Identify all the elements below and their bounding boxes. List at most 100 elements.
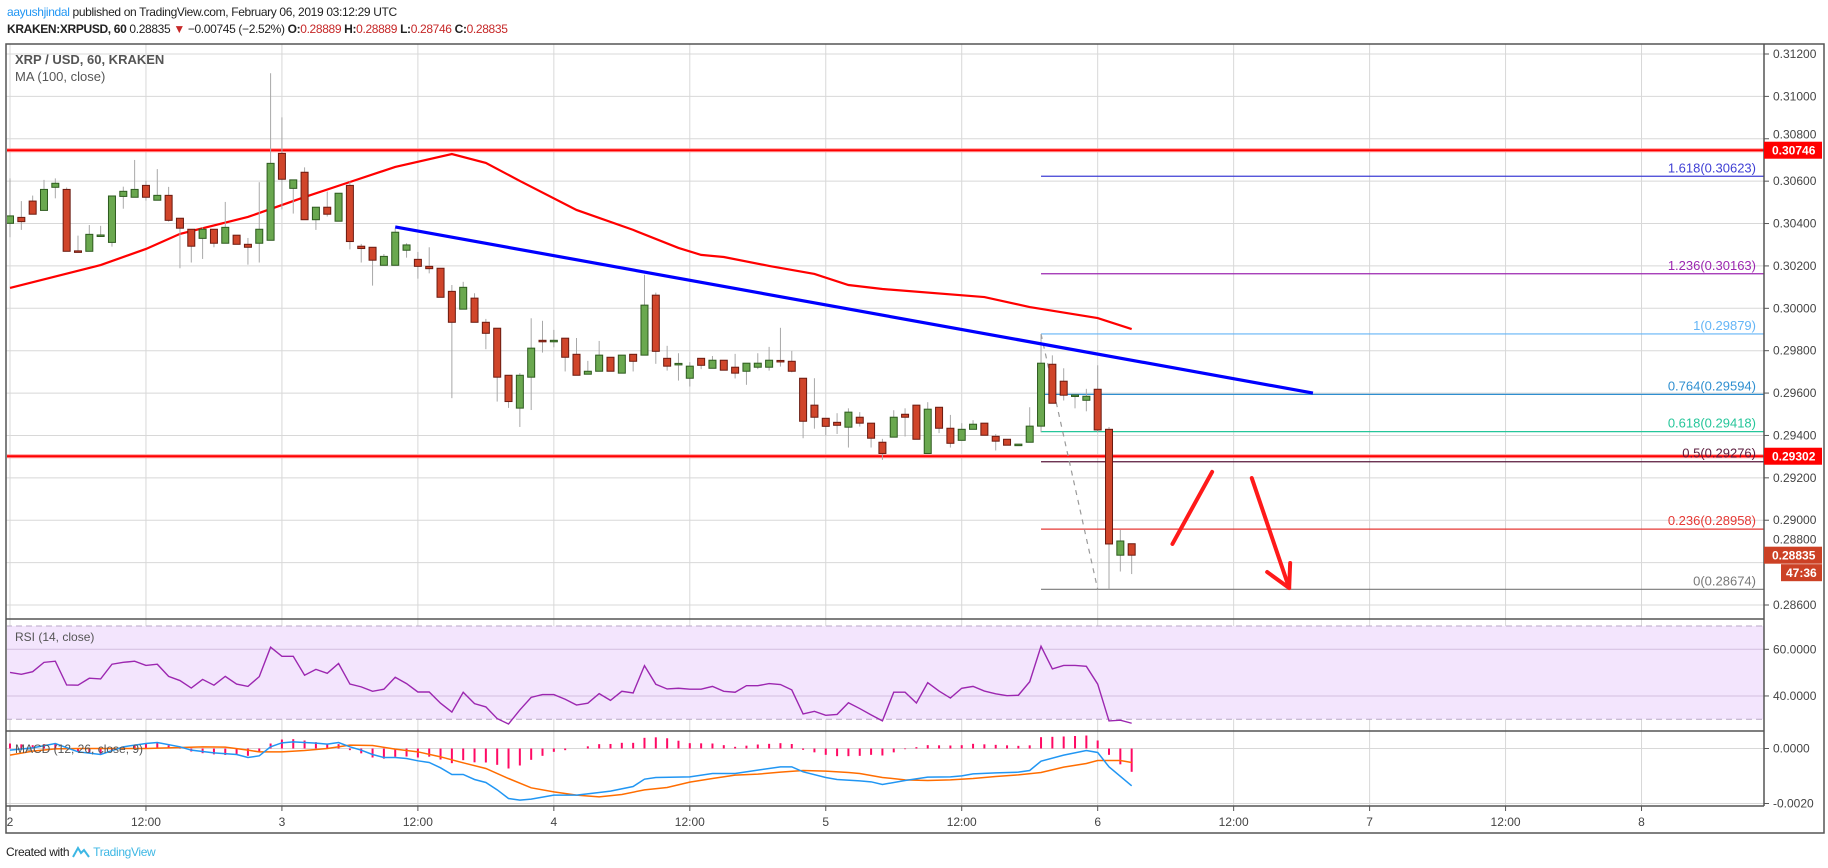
candle-up[interactable] bbox=[1116, 529, 1125, 572]
candle-down[interactable] bbox=[175, 217, 184, 269]
candle-down[interactable] bbox=[912, 404, 921, 440]
candle-down[interactable] bbox=[651, 292, 660, 364]
candle-down[interactable] bbox=[28, 195, 37, 215]
candle-up[interactable] bbox=[379, 254, 388, 266]
candle-down[interactable] bbox=[447, 284, 456, 399]
candle-down[interactable] bbox=[787, 350, 796, 373]
candle-up[interactable] bbox=[549, 329, 558, 348]
candle-up[interactable] bbox=[1014, 443, 1023, 447]
candle-down[interactable] bbox=[470, 293, 479, 323]
candle-down[interactable] bbox=[345, 181, 354, 250]
candle-down[interactable] bbox=[17, 201, 26, 230]
up-move-stroke[interactable] bbox=[1170, 469, 1215, 546]
candle-up[interactable] bbox=[96, 225, 105, 237]
candle-down[interactable] bbox=[62, 187, 71, 252]
candle-down[interactable] bbox=[436, 267, 445, 298]
candle-down[interactable] bbox=[493, 327, 502, 402]
candle-down[interactable] bbox=[481, 318, 490, 350]
candle-up[interactable] bbox=[923, 402, 932, 454]
price-pane[interactable]: 1.618(0.30623) 1.236(0.30163) 1(0.29879) 0.… bbox=[6, 73, 1764, 591]
author-link[interactable]: aayushjindal bbox=[7, 5, 70, 19]
candle-down[interactable] bbox=[1003, 438, 1012, 446]
candle-down[interactable] bbox=[232, 234, 241, 245]
candle-down[interactable] bbox=[323, 191, 332, 217]
candle-up[interactable] bbox=[674, 353, 683, 381]
candle-up[interactable] bbox=[51, 178, 60, 199]
candle-up[interactable] bbox=[742, 362, 751, 385]
candle-up[interactable] bbox=[1082, 388, 1091, 412]
candle-up[interactable] bbox=[844, 408, 853, 448]
candle-down[interactable] bbox=[300, 167, 309, 221]
candle-down[interactable] bbox=[833, 413, 842, 434]
candle-down[interactable] bbox=[1093, 365, 1102, 433]
candle-down[interactable] bbox=[810, 378, 819, 429]
candle-down[interactable] bbox=[663, 345, 672, 371]
candle-down[interactable] bbox=[368, 246, 377, 286]
tradingview-logo-icon[interactable] bbox=[72, 845, 90, 859]
candle-up[interactable] bbox=[1071, 394, 1080, 409]
candle-up[interactable] bbox=[221, 201, 230, 244]
candle-down[interactable] bbox=[357, 243, 366, 263]
candle-down[interactable] bbox=[980, 422, 989, 436]
candle-down[interactable] bbox=[991, 434, 1000, 451]
candle-up[interactable] bbox=[583, 360, 592, 375]
candle-up[interactable] bbox=[107, 195, 116, 247]
candle-down[interactable] bbox=[1105, 426, 1114, 590]
macd-pane[interactable] bbox=[9, 735, 1133, 801]
candle-up[interactable] bbox=[311, 206, 320, 230]
candle-up[interactable] bbox=[7, 178, 14, 238]
candle-up[interactable] bbox=[130, 159, 139, 198]
candle-up[interactable] bbox=[255, 182, 264, 263]
candle-up[interactable] bbox=[515, 373, 524, 427]
candle-up[interactable] bbox=[85, 225, 94, 252]
candle-down[interactable] bbox=[425, 247, 434, 274]
candle-up[interactable] bbox=[957, 423, 966, 441]
candle-up[interactable] bbox=[153, 169, 162, 201]
candle-up[interactable] bbox=[889, 410, 898, 438]
candle-down[interactable] bbox=[719, 359, 728, 371]
rsi-pane[interactable] bbox=[9, 644, 1132, 725]
candle-down[interactable] bbox=[277, 117, 286, 210]
candle-down[interactable] bbox=[867, 422, 876, 448]
candle-up[interactable] bbox=[391, 228, 400, 266]
candle-up[interactable] bbox=[1037, 333, 1046, 433]
candle-up[interactable] bbox=[459, 281, 468, 310]
candle-up[interactable] bbox=[119, 186, 128, 209]
candle-up[interactable] bbox=[969, 420, 978, 430]
candle-down[interactable] bbox=[606, 356, 615, 372]
candle-down[interactable] bbox=[799, 377, 808, 439]
candle-down[interactable] bbox=[935, 406, 944, 434]
candle-up[interactable] bbox=[289, 179, 298, 214]
candle-up[interactable] bbox=[685, 362, 694, 387]
candle-down[interactable] bbox=[697, 357, 706, 370]
candle-down[interactable] bbox=[209, 228, 218, 248]
candle-up[interactable] bbox=[595, 340, 604, 372]
candle-up[interactable] bbox=[334, 192, 343, 222]
candle-down[interactable] bbox=[243, 237, 252, 265]
tradingview-link[interactable]: TradingView bbox=[93, 845, 156, 859]
candle-down[interactable] bbox=[629, 353, 638, 372]
candle-down[interactable] bbox=[73, 235, 82, 253]
candle-down[interactable] bbox=[572, 337, 581, 376]
bearish-trendline[interactable] bbox=[394, 225, 1314, 395]
candle-down[interactable] bbox=[141, 180, 150, 201]
candle-up[interactable] bbox=[1025, 407, 1034, 443]
candle-up[interactable] bbox=[708, 355, 717, 369]
candle-down[interactable] bbox=[901, 408, 910, 437]
candle-down[interactable] bbox=[413, 251, 422, 279]
axes[interactable]: 2 12:00 3 12:00 4 12:00 5 12:00 6 12:00 7 12:00 8 0.3… bbox=[7, 47, 1822, 829]
candle-down[interactable] bbox=[1127, 543, 1136, 575]
candle-down[interactable] bbox=[504, 374, 513, 408]
candle-down[interactable] bbox=[1059, 368, 1068, 401]
candle-up[interactable] bbox=[640, 274, 649, 356]
candle-down[interactable] bbox=[776, 327, 785, 367]
down-arrow-shaft[interactable] bbox=[1249, 476, 1292, 591]
candle-up[interactable] bbox=[39, 179, 48, 211]
candle-up[interactable] bbox=[617, 354, 626, 374]
candle-up[interactable] bbox=[198, 227, 207, 259]
candle-up[interactable] bbox=[402, 243, 411, 258]
candle-down[interactable] bbox=[946, 414, 955, 448]
candle-down[interactable] bbox=[538, 320, 547, 353]
candle-down[interactable] bbox=[821, 417, 830, 436]
